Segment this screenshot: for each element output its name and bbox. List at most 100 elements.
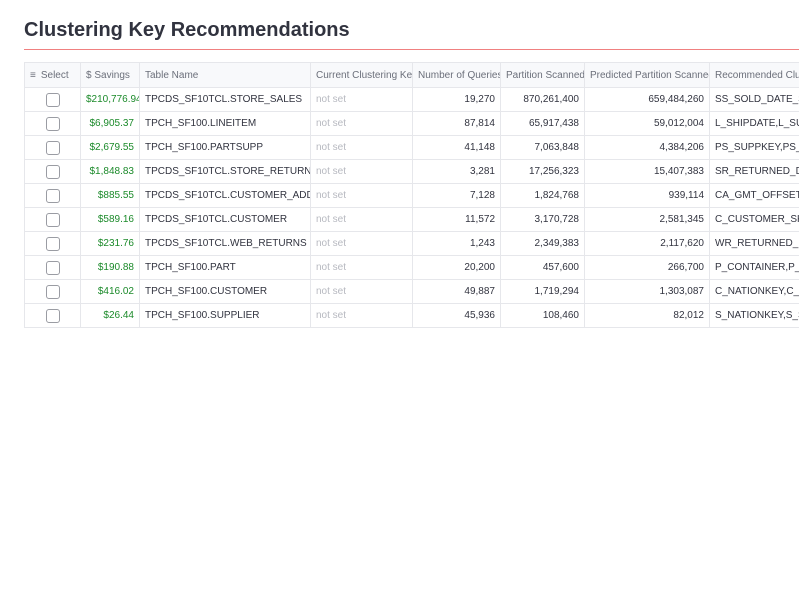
table-cell: not set <box>310 207 413 232</box>
page-title: Clustering Key Recommendations <box>24 19 350 41</box>
table-cell: not set <box>310 279 413 304</box>
row-checkbox[interactable] <box>45 140 60 155</box>
table-cell: 87,814 <box>412 111 501 136</box>
table-cell: not set <box>310 159 413 184</box>
table-cell: $589.16 <box>80 207 140 232</box>
column-header-text: Partition Scanned <box>506 69 585 81</box>
table-cell: 1,824,768 <box>500 183 585 208</box>
table-cell: TPCH_SF100.PART <box>139 255 311 280</box>
column-header-text: Current Clustering Key <box>316 69 413 81</box>
row-checkbox[interactable] <box>45 284 60 299</box>
table-cell: 2,349,383 <box>500 231 585 256</box>
table-cell: 17,256,323 <box>500 159 585 184</box>
table-cell: TPCDS_SF10TCL.WEB_RETURNS <box>139 231 311 256</box>
select-cell <box>24 255 81 280</box>
table-cell: TPCDS_SF10TCL.CUSTOMER_ADDRESS <box>139 183 311 208</box>
select-cell <box>24 279 81 304</box>
column-header[interactable]: Current Clustering Key <box>310 62 413 88</box>
table-cell: 870,261,400 <box>500 87 585 112</box>
column-header[interactable]: ≡ Select <box>24 62 81 88</box>
table-cell: not set <box>310 255 413 280</box>
table-cell: not set <box>310 111 413 136</box>
table-cell: 49,887 <box>412 279 501 304</box>
table-cell: TPCDS_SF10TCL.CUSTOMER <box>139 207 311 232</box>
table-row: $1,848.83 TPCDS_SF10TCL.STORE_RETURNS not … <box>24 159 799 184</box>
row-checkbox[interactable] <box>45 164 60 179</box>
table-cell: WR_RETURNED_DAT <box>709 231 799 256</box>
column-header[interactable]: Table Name <box>139 62 311 88</box>
table-cell: $1,848.83 <box>80 159 140 184</box>
row-checkbox[interactable] <box>45 308 60 323</box>
column-header-text: $ Savings <box>86 69 130 81</box>
title-rule <box>24 49 799 50</box>
filter-icon: ≡ <box>30 69 36 81</box>
select-cell <box>24 183 81 208</box>
row-checkbox[interactable] <box>45 212 60 227</box>
table-cell: 7,128 <box>412 183 501 208</box>
table-cell: $885.55 <box>80 183 140 208</box>
row-checkbox[interactable] <box>45 236 60 251</box>
table-row: $885.55TPCDS_SF10TCL.CUSTOMER_ADDRESSnot… <box>24 183 799 208</box>
table-cell: 2,117,620 <box>584 231 710 256</box>
table-row: $231.76 TPCDS_SF10TCL.WEB_RETURNS not set 1… <box>24 231 799 256</box>
table-cell: 108,460 <box>500 303 585 328</box>
table-cell: 3,281 <box>412 159 501 184</box>
table-cell: P_CONTAINER,P_SIZ <box>709 255 799 280</box>
table-cell: not set <box>310 135 413 160</box>
table-cell: L_SHIPDATE,L_SUPP <box>709 111 799 136</box>
table-cell: $2,679.55 <box>80 135 140 160</box>
table-row: $190.88 TPCH_SF100.PART not set 20,200 457,6… <box>24 255 799 280</box>
row-checkbox[interactable] <box>45 260 60 275</box>
select-cell <box>24 87 81 112</box>
table-cell: 41,148 <box>412 135 501 160</box>
table-cell: 11,572 <box>412 207 501 232</box>
column-header-text: Predicted Partition Scanned <box>590 69 710 81</box>
table-cell: 457,600 <box>500 255 585 280</box>
table-cell: SR_RETURNED_DATE <box>709 159 799 184</box>
table-cell: TPCH_SF100.CUSTOMER <box>139 279 311 304</box>
column-header-text: Recommended Clust <box>715 69 799 81</box>
select-cell <box>24 207 81 232</box>
table-cell: TPCDS_SF10TCL.STORE_RETURNS <box>139 159 311 184</box>
row-checkbox[interactable] <box>45 188 60 203</box>
table-row: $26.44 TPCH_SF100.SUPPLIER not set 45,936 10… <box>24 303 799 328</box>
table-row: $416.02 TPCH_SF100.CUSTOMER not set 49,887 1… <box>24 279 799 304</box>
table-cell: 1,303,087 <box>584 279 710 304</box>
column-header-text: Table Name <box>145 69 199 81</box>
table-cell: $231.76 <box>80 231 140 256</box>
table-cell: SS_SOLD_DATE_SK,S <box>709 87 799 112</box>
row-checkbox[interactable] <box>45 116 60 131</box>
table-cell: TPCDS_SF10TCL.STORE_SALES <box>139 87 311 112</box>
table-cell: 59,012,004 <box>584 111 710 136</box>
select-cell <box>24 111 81 136</box>
select-cell <box>24 231 81 256</box>
row-checkbox[interactable] <box>45 92 60 107</box>
table-cell: 20,200 <box>412 255 501 280</box>
table-row: $6,905.37 TPCH_SF100.LINEITEM not set 87,81… <box>24 111 799 136</box>
table-cell: $190.88 <box>80 255 140 280</box>
column-header[interactable]: Number of Queries <box>412 62 501 88</box>
table-cell: S_NATIONKEY,S_SUP <box>709 303 799 328</box>
table-cell: 7,063,848 <box>500 135 585 160</box>
table-cell: not set <box>310 231 413 256</box>
table-cell: 659,484,260 <box>584 87 710 112</box>
table-cell: C_CUSTOMER_SK,C_ <box>709 207 799 232</box>
column-header-text: Number of Queries <box>418 69 501 81</box>
table-row: $210,776.94 TPCDS_SF10TCL.STORE_SALES not … <box>24 87 799 112</box>
table-cell: 82,012 <box>584 303 710 328</box>
table-cell: 3,170,728 <box>500 207 585 232</box>
table-cell: 4,384,206 <box>584 135 710 160</box>
recommendations-table: ≡ Select $ Savings Table Name Current Cluste… <box>24 62 799 328</box>
header-row: ≡ Select $ Savings Table Name Current Cluste… <box>24 62 799 88</box>
table-cell: PS_SUPPKEY,PS_PAR <box>709 135 799 160</box>
table-cell: 1,719,294 <box>500 279 585 304</box>
table-cell: $6,905.37 <box>80 111 140 136</box>
column-header[interactable]: $ Savings <box>80 62 140 88</box>
table-row: $2,679.55 TPCH_SF100.PARTSUPP not set 41,14… <box>24 135 799 160</box>
column-header[interactable]: Recommended Clust <box>709 62 799 88</box>
table-container: ≡ Select $ Savings Table Name Current Cluste… <box>24 62 799 328</box>
select-cell <box>24 303 81 328</box>
table-cell: TPCH_SF100.SUPPLIER <box>139 303 311 328</box>
column-header[interactable]: Partition Scanned <box>500 62 585 88</box>
column-header[interactable]: Predicted Partition Scanned <box>584 62 710 88</box>
